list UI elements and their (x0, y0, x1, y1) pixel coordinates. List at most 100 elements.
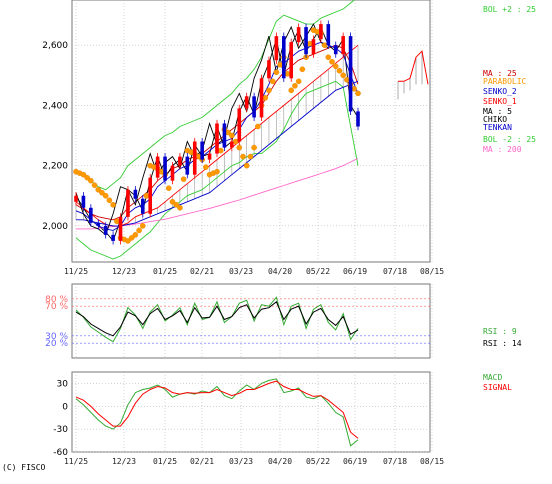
candle-body (126, 189, 130, 217)
price-xtick-label: 07/18 (383, 267, 407, 276)
candle-body (230, 141, 234, 148)
candle-body (333, 45, 338, 55)
parabolic-dot (332, 63, 339, 70)
macd-xtick-label: 01/25 (153, 457, 177, 466)
macd-xtick-label: 04/20 (268, 457, 292, 466)
parabolic-dot (128, 235, 135, 241)
parabolic-dot (177, 204, 183, 211)
candle-body (178, 156, 182, 166)
legends: BOL +2 : 25 MA : 25PARABOLICSENKO_2SENKO_… (483, 5, 536, 392)
legend-entry: MA : 25 (483, 69, 517, 78)
price-ytick-label: 2,600 (42, 41, 68, 51)
legend-entry: SENKO_2 (483, 87, 517, 96)
price-xtick-label: 02/21 (190, 267, 214, 276)
macd-xtick-label: 05/22 (306, 457, 330, 466)
parabolic-dot (251, 144, 257, 151)
candle-body (118, 216, 123, 241)
candle-body (244, 96, 249, 109)
parabolic-dot (299, 66, 306, 73)
candle-body (326, 24, 331, 46)
legend-entry: TENKAN (483, 123, 512, 132)
senko-forward-line (398, 50, 429, 85)
candle-body (111, 234, 115, 241)
candle-body (192, 141, 197, 175)
parabolic-dot (173, 201, 179, 208)
candle-body (296, 27, 301, 43)
candle-body (356, 111, 360, 127)
parabolic-dot (273, 69, 280, 76)
legend-entry: MA : 5 (483, 107, 512, 116)
price-xtick-label: 01/25 (153, 267, 177, 276)
parabolic-dot (88, 177, 94, 184)
candle-body (200, 141, 204, 160)
parabolic-dot (80, 171, 87, 178)
bollinger-upper-line (75, 0, 356, 191)
macd-xtick-label: 12/23 (112, 457, 136, 466)
parabolic-dot (236, 144, 243, 151)
parabolic-dot (125, 238, 131, 244)
macd-xtick-label: 11/25 (64, 457, 88, 466)
macd-xtick-label: 03/23 (229, 457, 253, 466)
parabolic-dot (292, 83, 298, 89)
parabolic-dot (232, 138, 239, 145)
copyright-label: (C) FISCO (2, 463, 46, 472)
candle-body (237, 108, 242, 142)
parabolic-dot (95, 186, 102, 193)
parabolic-dot (247, 153, 254, 160)
parabolic-dot (266, 87, 272, 94)
price-ytick-label: 2,400 (42, 101, 68, 111)
parabolic-dot (277, 61, 283, 68)
parabolic-dot (240, 153, 246, 160)
rsi-panel: 80 %70 % 30 %20 % (45, 283, 433, 359)
candle-body (148, 177, 153, 214)
legend-entry: MA : 200 (483, 145, 522, 154)
candle-body (281, 36, 286, 79)
candle-body (155, 156, 160, 178)
parabolic-dot (84, 174, 90, 181)
rsi14-line (75, 301, 359, 337)
parabolic-dot (139, 223, 146, 229)
candle-body (81, 195, 86, 208)
parabolic-dot (329, 58, 335, 65)
candle-body (341, 36, 345, 55)
parabolic-dot (99, 189, 105, 196)
candle-body (96, 222, 101, 226)
rsi-frame (71, 283, 431, 359)
candle-body (207, 153, 212, 160)
candle-body (170, 165, 175, 181)
candle-body (311, 39, 316, 55)
parabolic-dot (229, 132, 235, 139)
macd-ytick-label: 0 (62, 402, 68, 412)
candle-body (222, 123, 227, 148)
macd-xtick-label: 07/18 (383, 457, 407, 466)
candle-body (140, 198, 145, 214)
parabolic-dot (102, 192, 109, 199)
macd-xtick-label: 02/21 (190, 457, 214, 466)
candle-body (348, 36, 353, 112)
price-xtick-label: 03/23 (229, 267, 253, 276)
price-xtick-label: 12/23 (112, 267, 136, 276)
senko2-line (76, 80, 359, 227)
macd-line (75, 378, 359, 447)
parabolic-dot (336, 67, 343, 74)
parabolic-dot (114, 218, 120, 225)
parabolic-dot (136, 227, 142, 234)
parabolic-dot (295, 78, 302, 85)
parabolic-dot (355, 90, 361, 97)
parabolic-dot (321, 42, 328, 48)
rsi-ytick-label: 70 % (45, 302, 68, 312)
senko1-line (75, 44, 359, 227)
rsi-ytick-label: 80 % (45, 295, 68, 305)
candle-body (215, 123, 219, 154)
rsi9-line (75, 296, 359, 343)
bollinger-lower-line (75, 80, 359, 260)
candle-body (304, 27, 308, 55)
legend-entry: SIGNAL (483, 383, 512, 392)
candle-body (103, 225, 108, 235)
macd-frame (71, 371, 431, 453)
macd-ytick-label: -60 (53, 448, 68, 458)
legend-entry: BOL +2 : 25 (483, 5, 536, 14)
candle-body (289, 42, 294, 79)
parabolic-dot (306, 40, 313, 47)
